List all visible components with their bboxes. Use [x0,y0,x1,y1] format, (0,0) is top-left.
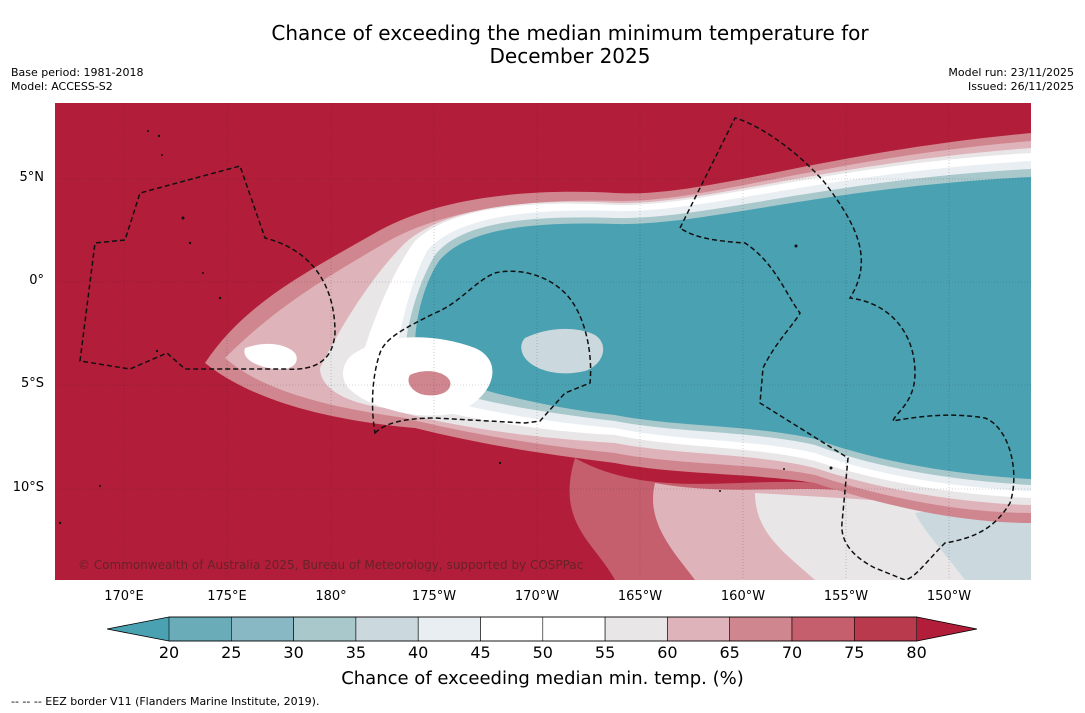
colorbar-tick: 60 [657,643,678,662]
colorbar-label: Chance of exceeding median min. temp. (%… [341,668,744,689]
lat-label-0: 0° [29,273,44,288]
colorbar-tick: 35 [345,643,367,662]
colorbar-tick: 25 [221,643,242,662]
lon-label-175e: 175°E [207,589,247,604]
meta-right: Model run: 23/11/2025 Issued: 26/11/2025 [948,66,1074,94]
lon-label-160w: 160°W [720,589,766,604]
colorbar-segment [542,616,606,642]
colorbar-tick: 50 [532,643,553,662]
colorbar-right-arrow [917,617,977,641]
map-title: Chance of exceeding the median minimum t… [0,22,1085,68]
lon-label-180: 180° [315,589,347,604]
colorbar-segment [293,616,357,642]
colorbar-tick: 20 [158,643,180,662]
eez-line-islands [679,117,1015,580]
eez-borders [79,117,1015,580]
lon-label-165w: 165°W [617,589,663,604]
band-40 [915,508,1031,580]
neutral-patch [521,328,604,374]
colorbar-tick: 45 [470,643,491,662]
colorbar [107,616,978,642]
lat-label-10s: 10°S [12,480,44,495]
map-svg [55,103,1031,580]
lon-label-170e: 170°E [104,589,144,604]
lon-label-150w: 150°W [926,589,972,604]
lat-label-5n: 5°N [19,170,45,185]
meta-left: Base period: 1981-2018 Model: ACCESS-S2 [11,66,143,94]
colorbar-segment [168,616,232,642]
colorbar-tick: 80 [906,643,927,662]
colorbar-segment [853,616,917,642]
low-chance-pool [415,177,1031,479]
title-line-1: Chance of exceeding the median minimum t… [271,21,869,45]
base-period: Base period: 1981-2018 [11,66,144,79]
colorbar-tick: 75 [844,643,865,662]
lon-label-175w: 175°W [411,589,457,604]
title-line-2: December 2025 [489,44,651,68]
colorbar-tick: 55 [594,643,616,662]
eez-legend: -- -- -- EEZ border V11 (Flanders Marine… [11,695,320,708]
eez-phoenix [371,270,592,435]
colorbar-segment [604,616,668,642]
lat-label-5s: 5°S [20,376,44,391]
colorbar-segment [355,616,419,642]
colorbar-segment [667,616,731,642]
graticule [55,103,1031,580]
eez-kiribati-gilbert [79,165,336,370]
warm-spot [408,371,451,396]
colorbar-segments [168,616,917,642]
colorbar-segment [417,616,481,642]
map-panel[interactable] [55,103,1031,580]
colorbar-tick: 70 [781,643,803,662]
colorbar-segment [231,616,294,642]
model-name: Model: ACCESS-S2 [11,80,113,93]
colorbar-segment [729,616,793,642]
lon-label-170w: 170°W [514,589,560,604]
colorbar-segment [791,616,855,642]
issued-date: Issued: 26/11/2025 [967,80,1074,93]
islands [58,130,833,525]
colorbar-tick: 40 [408,643,429,662]
copyright-text: © Commonwealth of Australia 2025, Bureau… [78,558,584,572]
colorbar-left-arrow [107,617,169,641]
colorbar-segment [480,616,544,642]
colorbar-tick: 65 [719,643,740,662]
model-run: Model run: 23/11/2025 [948,66,1074,79]
lon-label-155w: 155°W [823,589,869,604]
colorbar-tick: 30 [283,643,304,662]
west-neutral-patch [244,343,297,370]
